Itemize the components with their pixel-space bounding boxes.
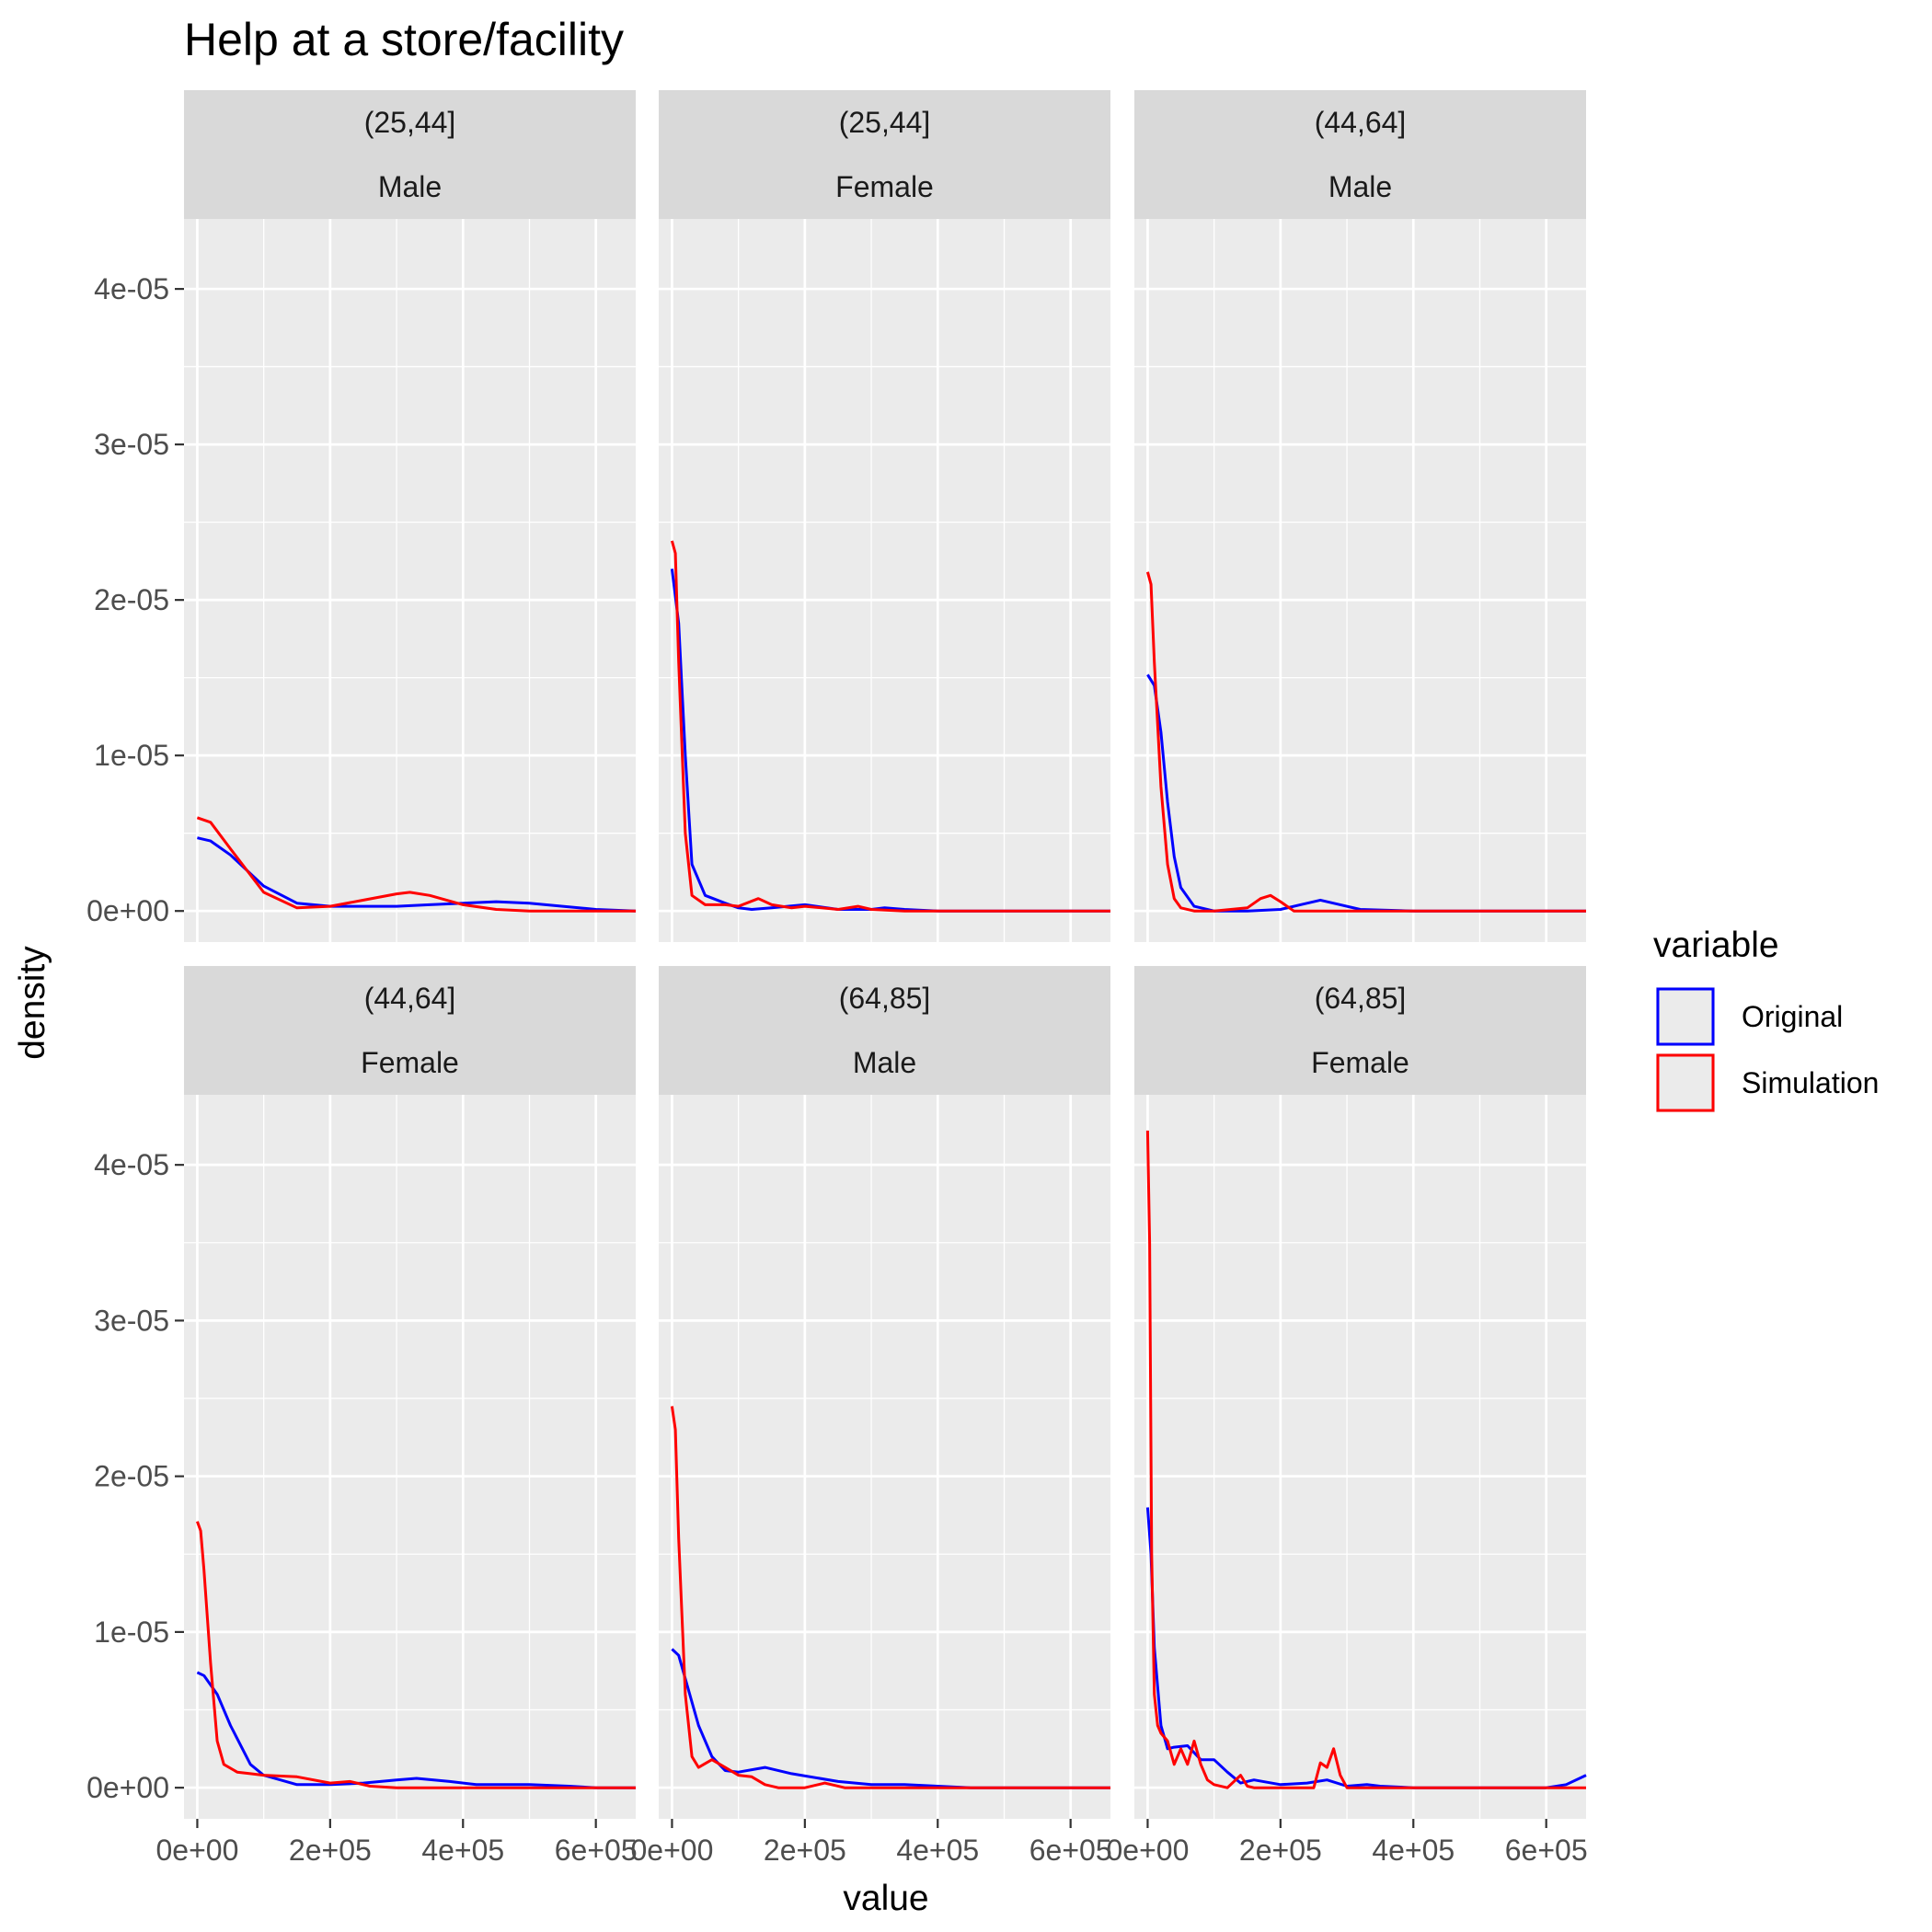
- series-line-simulation: [670, 1406, 1110, 1789]
- strip-sex-label: Female: [1311, 1046, 1409, 1079]
- x-tick-label: 0e+00: [156, 1834, 239, 1867]
- y-tick-label: 4e-05: [94, 1148, 169, 1181]
- strip-age-label: (25,44]: [364, 106, 456, 139]
- y-tick-label: 2e-05: [94, 583, 169, 616]
- y-tick-label: 2e-05: [94, 1460, 169, 1493]
- strip-age-label: (44,64]: [364, 982, 456, 1015]
- series-line-simulation: [1145, 571, 1586, 913]
- panel-background: [1134, 219, 1586, 942]
- strip-age-label: (64,85]: [1315, 982, 1407, 1015]
- strip-sex-label: Male: [853, 1046, 916, 1079]
- strip-sex-bg: [659, 1030, 1110, 1095]
- strip-sex-bg: [184, 155, 636, 219]
- series-line-simulation: [195, 1521, 636, 1789]
- strip-sex-label: Male: [378, 170, 442, 203]
- chart-title: Help at a store/facility: [184, 14, 624, 65]
- strip-age-bg: [659, 966, 1110, 1030]
- series-line-simulation: [670, 540, 1110, 913]
- facet-panel: (25,44] Female: [659, 90, 1110, 942]
- strip-age-label: (44,64]: [1315, 106, 1407, 139]
- legend-key-original: [1656, 987, 1715, 1046]
- facet-panel: (44,64] Male: [1134, 90, 1586, 942]
- strip-sex-bg: [1134, 1030, 1586, 1095]
- y-axis-title: density: [13, 946, 52, 1060]
- strip-sex-label: Male: [1328, 170, 1392, 203]
- series-line-simulation: [1145, 1130, 1586, 1789]
- strip-age-bg: [1134, 90, 1586, 155]
- panel-background: [1134, 1095, 1586, 1819]
- x-tick-label: 2e+05: [764, 1834, 846, 1867]
- x-tick-label: 4e+05: [1372, 1834, 1455, 1867]
- strip-sex-bg: [659, 155, 1110, 219]
- strip-age-bg: [1134, 966, 1586, 1030]
- facet-panel: (64,85] Female 0e+00 2e+05 4e+05 6e+05: [1107, 966, 1588, 1867]
- facet-panel: (44,64] Female 0e+00 1e-05 2e-05 3e-05 4e-05 0e…: [86, 966, 638, 1867]
- x-tick-label: 6e+05: [1505, 1834, 1588, 1867]
- legend-key-bg: [1656, 1053, 1715, 1112]
- facet-panel: (25,44] Male 0e+00 1e-05 2e-05 3e-05 4e-05: [86, 90, 637, 942]
- x-axis-title: value: [843, 1879, 928, 1918]
- x-tick-label: 0e+00: [631, 1834, 714, 1867]
- series-line-simulation: [196, 816, 636, 913]
- strip-age-bg: [659, 90, 1110, 155]
- legend-key-bg: [1656, 987, 1715, 1046]
- strip-age-label: (64,85]: [839, 982, 931, 1015]
- legend: variable Original Simulation: [1653, 926, 1879, 1112]
- y-tick-label: 1e-05: [94, 739, 169, 772]
- strip-age-label: (25,44]: [839, 106, 931, 139]
- x-tick-label: 2e+05: [289, 1834, 372, 1867]
- y-tick-label: 1e-05: [94, 1616, 169, 1649]
- legend-label-simulation: Simulation: [1742, 1066, 1879, 1099]
- facet-panel: (64,85] Male 0e+00 2e+05 4e+05 6e+05: [631, 966, 1112, 1867]
- legend-title: variable: [1653, 926, 1779, 965]
- x-tick-label: 0e+00: [1107, 1834, 1190, 1867]
- y-tick-label: 0e+00: [86, 1771, 169, 1804]
- y-tick-label: 0e+00: [86, 894, 169, 927]
- y-tick-label: 3e-05: [94, 428, 169, 461]
- x-tick-label: 2e+05: [1239, 1834, 1322, 1867]
- series-line-original: [196, 1671, 636, 1789]
- strip-sex-bg: [1134, 155, 1586, 219]
- strip-sex-bg: [184, 1030, 636, 1095]
- facet-panels: (25,44]Male0e+001e-052e-053e-054e-05(25,…: [86, 90, 1588, 1867]
- x-tick-label: 4e+05: [421, 1834, 504, 1867]
- legend-key-simulation: [1656, 1053, 1715, 1112]
- strip-age-bg: [184, 90, 636, 155]
- x-tick-label: 4e+05: [896, 1834, 979, 1867]
- panel-background: [184, 1095, 636, 1819]
- x-tick-label: 6e+05: [555, 1834, 638, 1867]
- panel-background: [659, 1095, 1110, 1819]
- strip-age-bg: [184, 966, 636, 1030]
- y-tick-label: 3e-05: [94, 1304, 169, 1337]
- panel-background: [659, 219, 1110, 942]
- y-tick-label: 4e-05: [94, 272, 169, 305]
- x-tick-label: 6e+05: [1029, 1834, 1112, 1867]
- panel-background: [184, 219, 636, 942]
- strip-sex-label: Female: [835, 170, 934, 203]
- strip-sex-label: Female: [361, 1046, 459, 1079]
- legend-label-original: Original: [1742, 1000, 1843, 1033]
